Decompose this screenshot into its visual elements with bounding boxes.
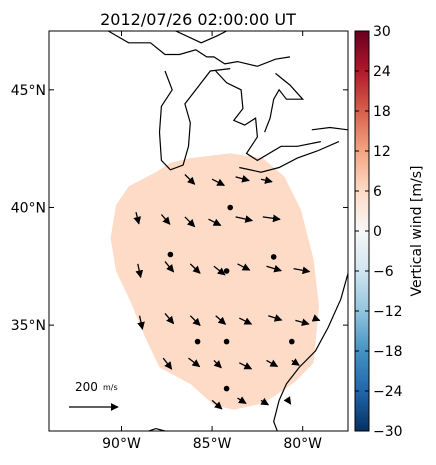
colorbar-tick-label: −30 [373, 424, 403, 440]
reference-vector-label: 200 [75, 380, 98, 394]
wind-vector [260, 176, 273, 184]
wind-vector [235, 174, 250, 183]
colorbar-tick-label: 24 [373, 64, 391, 80]
wind-vector [266, 359, 279, 368]
colorbar-tick-label: −18 [373, 344, 403, 360]
colorbar-tick-label: 0 [373, 224, 382, 240]
reference-vector-unit: m/s [103, 383, 118, 392]
x-tick-label: 80°W [283, 436, 322, 452]
wind-vector [135, 263, 144, 279]
y-axis: 45°N 40°N 35°N [11, 83, 348, 334]
wind-vector [291, 358, 300, 366]
colorbar-tick-label: −12 [373, 304, 403, 320]
wind-vector [237, 263, 251, 271]
map-frame [48, 30, 349, 432]
wind-vector [239, 362, 253, 370]
wind-vector [260, 397, 270, 406]
wind-vector [137, 315, 145, 330]
wind-vector [164, 261, 175, 273]
chart-title: 2012/07/26 02:00:00 UT [100, 10, 296, 29]
wind-vector [211, 399, 223, 410]
coastline [174, 31, 227, 44]
y-tick-label: 40°N [11, 200, 46, 216]
station-marker [227, 204, 233, 211]
wind-vector [184, 174, 196, 185]
coastline [264, 72, 305, 133]
x-tick-label: 85°W [193, 436, 232, 452]
wind-vector [188, 357, 201, 368]
colorbar-tick-label: 6 [373, 184, 382, 200]
wind-vector [213, 265, 226, 276]
wind-vector [184, 216, 196, 228]
colorbar-tick-label: 12 [373, 144, 391, 160]
coastline [215, 70, 321, 162]
wind-vector [295, 318, 310, 327]
wind-vectors [133, 174, 321, 410]
x-tick-label: 90°W [102, 436, 141, 452]
reference-vector-key: 200 m/s [69, 380, 119, 411]
map-layer [107, 31, 348, 431]
colorbar-tick-label: 30 [373, 24, 391, 40]
wind-vector [189, 315, 201, 327]
wind-vector [164, 312, 175, 325]
wind-vector [215, 315, 227, 325]
wind-vector [160, 214, 171, 225]
station-marker [223, 385, 230, 392]
wind-vector [213, 359, 222, 369]
wind-vector [262, 214, 281, 223]
wind-vector [237, 396, 247, 404]
wind-vector [239, 317, 253, 325]
wind-vector [133, 212, 141, 225]
station-marker [223, 268, 230, 274]
station-marker [223, 338, 230, 345]
colorbar: 30 24 18 12 6 0 −6 −12 −18 −24 −30 Vertical wind [… [354, 24, 425, 440]
coastlines [107, 31, 348, 431]
wind-field-area [110, 153, 319, 410]
wind-vector [266, 264, 282, 273]
colorbar-label: Vertical wind [m/s] [409, 166, 425, 297]
coastline [116, 427, 225, 431]
wind-vector [311, 314, 321, 322]
wind-vector [268, 314, 283, 322]
station-marker [270, 254, 277, 260]
wind-vector [208, 218, 222, 226]
wind-vector [211, 178, 225, 186]
wind-vector [189, 263, 201, 274]
station-markers [167, 204, 295, 392]
x-axis: 90°W 85°W 80°W [102, 31, 322, 452]
colorbar-tick-label: 18 [373, 104, 391, 120]
station-marker [194, 338, 201, 345]
y-tick-label: 45°N [11, 83, 46, 99]
coastline [158, 68, 231, 171]
colorbar-ticks: 30 24 18 12 6 0 −6 −12 −18 −24 −30 [355, 24, 403, 440]
coastline [107, 31, 291, 67]
wind-vector [162, 357, 173, 370]
station-marker [167, 251, 174, 258]
coastline [311, 126, 348, 131]
coastline [239, 141, 340, 173]
wind-vector [235, 215, 254, 223]
colorbar-tick-label: −24 [373, 384, 403, 400]
wind-vector [283, 396, 292, 405]
station-marker [289, 338, 295, 345]
colorbar-tick-label: −6 [373, 264, 394, 280]
y-tick-label: 35°N [11, 318, 46, 334]
coastline [273, 273, 348, 431]
wind-vector [293, 266, 311, 275]
